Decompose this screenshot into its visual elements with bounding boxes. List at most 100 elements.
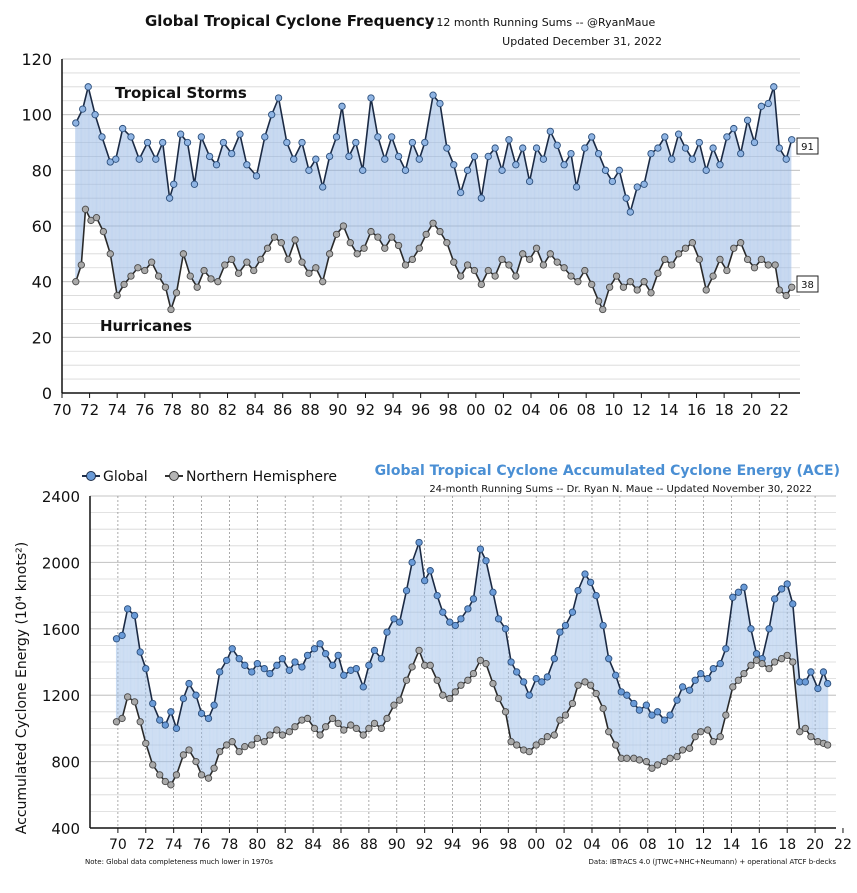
chart2-global-point [513,668,521,676]
chart1-hurricanes-point [539,261,548,269]
chart1-tropical-storms-point [532,144,541,152]
chart2-northern-hemisphere-point [525,747,533,756]
chart1-tropical-storms-point [72,119,80,127]
chart2-global-point [630,699,638,708]
chart2-x-tick-label: 10 [667,837,685,853]
chart2-northern-hemisphere-point [223,741,231,749]
chart1-hurricanes-point [106,250,114,258]
chart1-x-tick-label: 96 [411,401,430,419]
chart2-northern-hemisphere-point [253,734,261,743]
chart1-hurricanes-point [360,244,368,252]
chart1-title: Global Tropical Cyclone Frequency [145,12,435,30]
chart1-tropical-storms-point [594,149,603,158]
chart1-tropical-storms-point [775,144,783,152]
chart2-global-point [172,724,181,733]
chart1-tropical-storms-point [457,188,465,197]
chart1-hurricanes-point [525,255,534,264]
chart2-northern-hemisphere-point [747,661,755,669]
chart1-tropical-storms-point [661,133,669,141]
chart1-tropical-storms-point [135,155,143,163]
chart1-x-tick-label: 12 [632,401,651,419]
chart2-northern-hemisphere-point [556,716,564,724]
chart2-global-point [648,711,656,719]
chart2-northern-hemisphere-point [543,733,552,741]
chart1-tropical-storms-point [581,144,589,152]
chart1-tropical-storms-point [219,138,228,147]
chart1-hurricanes-point [743,255,752,264]
chart2-global-point [574,586,582,595]
chart2-global-point [216,668,224,676]
chart2-global-point [408,558,416,567]
chart1-tropical-storms-point [668,155,676,163]
chart1-x-tick-label: 02 [494,401,513,419]
chart2-northern-hemisphere-point [340,726,348,734]
chart2-ylabel: Accumulated Cyclone Energy (10⁴ knots²) [14,542,30,834]
chart2-x-tick-label: 72 [137,837,155,853]
chart2-northern-hemisphere-point [635,756,644,764]
chart1-hurricanes-point [256,255,265,264]
chart2-northern-hemisphere-point [291,723,299,731]
chart2-northern-hemisphere-point [476,656,485,664]
chart2-global-point [278,655,287,663]
chart2-global-point [599,621,607,630]
chart1-tropical-storms-point [788,136,796,144]
chart1-x-tick-label: 10 [604,401,623,419]
chart2-northern-hemisphere-point [568,699,577,708]
chart2-global-point [421,577,429,585]
chart1-hurricanes-point [771,261,779,269]
chart2-global-point [210,701,218,709]
chart2-global-point [501,625,510,633]
chart2-x-tick-label: 22 [834,837,852,853]
chart2-northern-hemisphere-point [691,733,699,741]
chart2-northern-hemisphere-point [142,739,150,747]
chart1-tropical-storms-point [737,149,745,158]
chart1-tropical-storms-point [498,166,506,174]
chart2-northern-hemisphere-point [285,728,294,736]
chart2-northern-hemisphere-point [266,731,274,739]
chart2-northern-hemisphere-point [167,781,175,789]
chart2-northern-hemisphere-point [136,718,144,726]
chart1-hurricanes-point [491,272,499,280]
chart2-northern-hemisphere-point [310,724,319,733]
chart2-x-tick-label: 96 [472,837,490,853]
chart2-global-point [469,595,478,603]
chart2-northern-hemisphere-point [642,757,651,766]
chart1-tropical-storms-point [750,138,759,147]
chart2-northern-hemisphere-point [426,661,434,669]
chart2-global-point [642,701,651,709]
chart2-global-point [568,608,577,616]
chart1-hurricanes-point [298,258,306,266]
chart2-northern-hemisphere-point [752,656,761,664]
chart1-x-tick-label: 06 [549,401,568,419]
chart2-northern-hemisphere-point [765,664,773,673]
chart2-northern-hemisphere-point [648,764,656,772]
chart2-northern-hemisphere-point [241,743,249,751]
chart2-x-tick-label: 86 [332,837,350,853]
chart1-hurricanes-point [81,205,90,213]
chart2-global-point [352,664,360,673]
chart2-global-point [334,651,342,660]
chart1-tropical-storms-point [408,138,417,147]
chart1-hurricanes-point [764,261,772,269]
chart2-global-point [581,570,589,578]
chart2-global-point [660,716,669,724]
chart1-hurricanes-point [619,283,628,291]
chart1-y-tick-label: 0 [42,384,52,403]
legend-nh-label: Northern Hemisphere [186,469,337,485]
chart1-hurricanes-point [581,266,589,275]
chart2-global-point [653,708,662,716]
chart1-hurricanes-point [263,244,272,252]
chart1-hurricanes-point [353,250,361,258]
chart2-northern-hemisphere-point [605,728,613,736]
chart2-global-point [476,545,485,553]
chart1-hurricanes-point [782,291,790,300]
chart2-global-point [747,625,755,633]
chart2-global-point [807,668,815,676]
chart2-northern-hemisphere-point [359,731,367,739]
chart2-global-point [783,580,791,588]
chart2-global-point [685,686,694,694]
chart2-y-tick-label: 800 [51,754,80,772]
chart1-hurricanes-point [367,227,375,236]
chart1-hurricanes-point [560,264,568,272]
chart2-global-point [167,708,175,716]
